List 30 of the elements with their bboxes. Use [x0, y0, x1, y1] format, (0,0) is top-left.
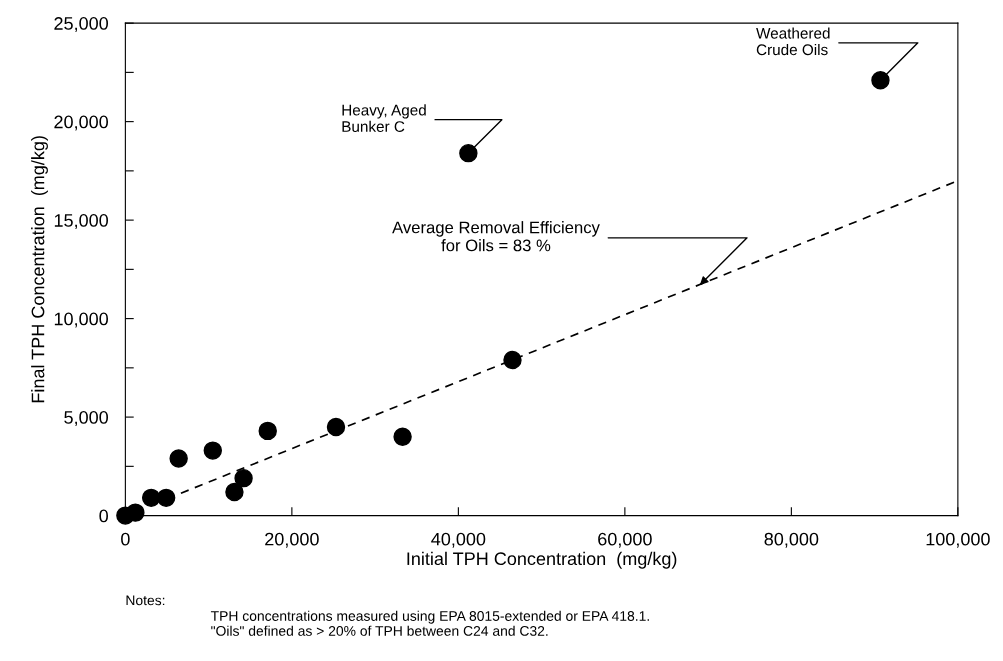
point — [203, 441, 222, 460]
y-tick-label: 25,000 — [54, 17, 109, 32]
text: Notes: — [126, 595, 165, 606]
point — [156, 488, 176, 508]
point — [326, 417, 346, 437]
x-tick-label: 0 — [121, 532, 130, 546]
annotation: Heavy, Aged Bunker C — [342, 104, 426, 132]
y-tick-label: 10,000 — [54, 312, 109, 328]
point — [503, 350, 522, 370]
point — [258, 421, 277, 441]
y-axis-title: Final TPH Concentration (mg/kg) — [31, 136, 48, 403]
annotation: Weathered Crude Oils — [756, 27, 830, 56]
text: TPH concentrations measured using EPA 8015-extended or EPA 418.1. "Oils" defined as > 20% of TPH between C24 and C32. — [210, 610, 649, 636]
y-tick-label: 20,000 — [54, 115, 109, 131]
point — [126, 503, 145, 522]
y-tick-label: 0 — [99, 509, 108, 523]
x-tick-label: 80,000 — [764, 532, 819, 548]
y-tick-label: 15,000 — [54, 214, 109, 229]
x-tick-label: 20,000 — [265, 532, 319, 548]
point — [234, 468, 253, 488]
point — [141, 488, 161, 508]
x-axis-title: Initial TPH Concentration (mg/kg) — [407, 551, 677, 569]
point — [169, 449, 188, 468]
y-tick-label: 5,000 — [64, 411, 109, 426]
x-tick-label: 100,000 — [926, 532, 990, 548]
annotation: Average Removal Efficiency for Oils = 83 % — [392, 221, 600, 252]
x-tick-label: 60,000 — [598, 532, 652, 548]
point — [393, 427, 412, 446]
point — [225, 482, 244, 502]
x-tick-label: 40,000 — [431, 532, 486, 548]
